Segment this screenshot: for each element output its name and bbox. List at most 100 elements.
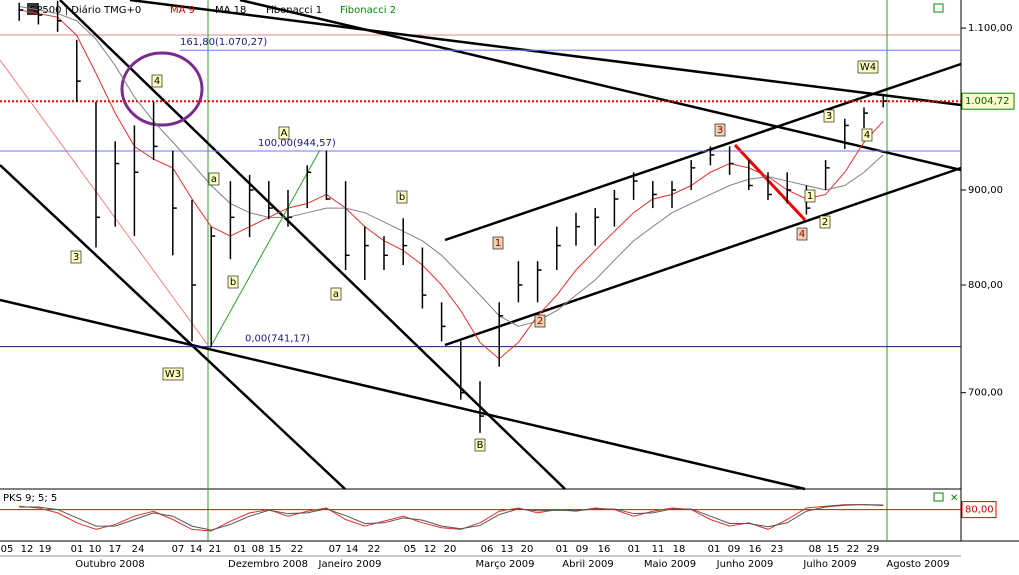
moving-average [19,9,884,360]
day-label: 20 [521,544,534,555]
day-label: 09 [576,544,589,555]
day-label: 07 [172,544,185,555]
day-label: 18 [673,544,686,555]
tool-fib2[interactable]: Fibonacci 2 [340,5,396,16]
y-tick-label: 900,00 [968,185,1003,196]
month-label: Maio 2009 [644,559,696,570]
day-label: 11 [652,544,665,555]
day-label: 16 [749,544,762,555]
month-label: Março 2009 [476,559,535,570]
day-label: 12 [21,544,34,555]
month-label: Julho 2009 [802,559,856,570]
day-label: 01 [234,544,247,555]
wave-label-box [278,126,290,140]
wave-label-box [534,314,546,328]
highlight-circle [120,51,204,127]
osc-level-label: 80,00 [965,505,994,516]
day-label: 08 [252,544,265,555]
wave-label-box [162,367,184,381]
fib-label: 161,80(1.070,27) [180,37,267,48]
oscillator-line [19,504,884,531]
month-label: Janeiro 2009 [318,559,382,570]
wave-label-box [151,74,163,88]
wave-label-box [796,227,808,241]
wave-label-box [857,60,879,74]
wave-label-box [330,287,342,301]
wave-label: 4 [799,229,805,240]
day-label: 23 [771,544,784,555]
oscillator-line [19,504,884,532]
day-label: 19 [39,544,52,555]
day-label: 22 [847,544,860,555]
day-label: 22 [368,544,381,555]
y-tick-label: 700,00 [968,388,1003,399]
tool-fib1[interactable]: Fibonacci 1 [266,5,322,16]
wave-label-box [227,275,239,289]
last-price-box [961,92,1015,110]
day-label: 13 [501,544,514,555]
wave-label-box [492,236,504,250]
wave-label-box [804,189,816,203]
fib-anchor [209,149,321,349]
month-label: Abril 2009 [562,559,613,570]
osc-title: PKS 9; 5; 5 [3,493,57,504]
y-tick-label: 800,00 [968,280,1003,291]
day-label: 01 [708,544,721,555]
wave-label: a [211,174,217,185]
day-label: 20 [444,544,457,555]
maximize[interactable] [933,3,944,13]
day-label: 12 [424,544,437,555]
day-label: 17 [109,544,122,555]
wave-label-box [208,172,220,186]
wave-label-box [714,123,726,137]
day-label: 06 [481,544,494,555]
wave-label-box [819,215,831,229]
day-label: 16 [598,544,611,555]
wave-label-box [70,250,82,264]
day-label: 24 [132,544,145,555]
wave-label: b [230,277,236,288]
wave-label: B [477,440,484,451]
wave-label-box [861,128,873,142]
close[interactable]: ✕ [950,493,958,504]
moving-average [19,5,884,327]
wave-label: W3 [165,369,181,380]
wave-line [733,143,807,222]
wave-label-box [396,190,408,204]
month-label: Agosto 2009 [886,559,949,570]
last-price-label: 1.004,72 [965,96,1010,107]
wave-label: a [333,289,339,300]
day-label: 01 [556,544,569,555]
trendlines [0,0,962,491]
day-label: 29 [867,544,880,555]
day-label: 14 [190,544,203,555]
day-label: 15 [827,544,840,555]
fib-anchor [0,59,211,349]
wave-label: 2 [537,316,543,327]
legend-ma9[interactable]: MA 9 [170,5,195,16]
fib-label: 0,00(741,17) [245,334,310,345]
day-label: 01 [71,544,84,555]
y-tick-label: 1.100,00 [968,23,1013,34]
fib-label: 100,00(944,57) [258,138,336,149]
day-label: 05 [404,544,417,555]
wave-label-box [823,109,835,123]
day-label: 21 [209,544,222,555]
wave-label: b [399,192,405,203]
wave-label-box [474,438,486,452]
month-label: Outubro 2008 [75,559,144,570]
osc-level-box [961,501,997,519]
symbol: SP500 | Diário TMG+0 [30,4,141,16]
day-label: 22 [291,544,304,555]
day-label: 14 [346,544,359,555]
maximize[interactable] [933,492,944,502]
day-label: 09 [728,544,741,555]
day-label: 15 [269,544,282,555]
month-label: Junho 2009 [716,559,774,570]
legend-ma18[interactable]: MA 18 [215,5,246,16]
month-label: Dezembro 2008 [228,559,308,570]
day-label: 07 [329,544,342,555]
wave-label: 3 [826,111,832,122]
